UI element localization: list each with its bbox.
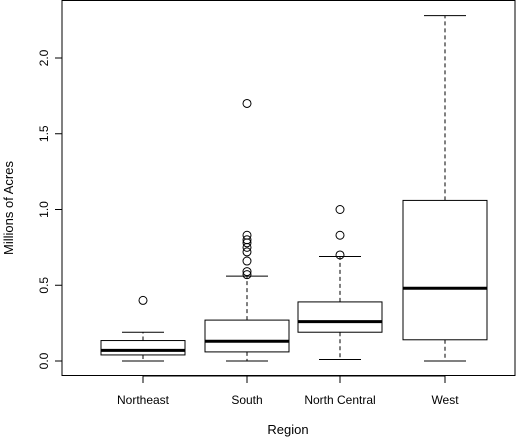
x-axis-label: Region xyxy=(267,422,308,437)
iqr-box xyxy=(402,199,488,341)
outlier-point xyxy=(335,230,345,240)
y-tick-label: 1.0 xyxy=(37,201,51,218)
outlier-point xyxy=(335,205,345,214)
outlier-point xyxy=(242,242,252,252)
outlier-point xyxy=(242,256,252,266)
box-south xyxy=(204,98,290,362)
box-west xyxy=(402,15,488,362)
y-tick-label: 2.0 xyxy=(37,49,51,66)
outlier-point xyxy=(242,230,252,240)
outlier-point xyxy=(242,270,252,280)
box-north-central xyxy=(297,205,383,360)
outlier-point xyxy=(242,235,252,245)
x-tick-label: North Central xyxy=(304,393,375,407)
y-tick-label: 0.5 xyxy=(37,277,51,294)
outlier-point xyxy=(242,267,252,277)
outlier-point xyxy=(242,98,252,108)
x-tick-label: South xyxy=(231,393,262,407)
iqr-box xyxy=(100,340,186,356)
y-axis-label: Millions of Acres xyxy=(1,161,16,255)
boxes xyxy=(100,15,488,362)
y-axis: 0.0 0.5 1.0 1.5 2.0 xyxy=(37,49,63,369)
box-northeast xyxy=(100,295,186,362)
iqr-box xyxy=(204,319,290,353)
outlier-point xyxy=(335,250,345,260)
x-axis: Northeast South North Central West xyxy=(117,375,459,407)
x-tick-label: West xyxy=(431,393,459,407)
iqr-box xyxy=(297,301,383,333)
y-tick-label: 0.0 xyxy=(37,352,51,369)
outlier-point xyxy=(138,295,148,305)
y-tick-label: 1.5 xyxy=(37,125,51,142)
x-tick-label: Northeast xyxy=(117,393,170,407)
outlier-point xyxy=(242,247,252,257)
